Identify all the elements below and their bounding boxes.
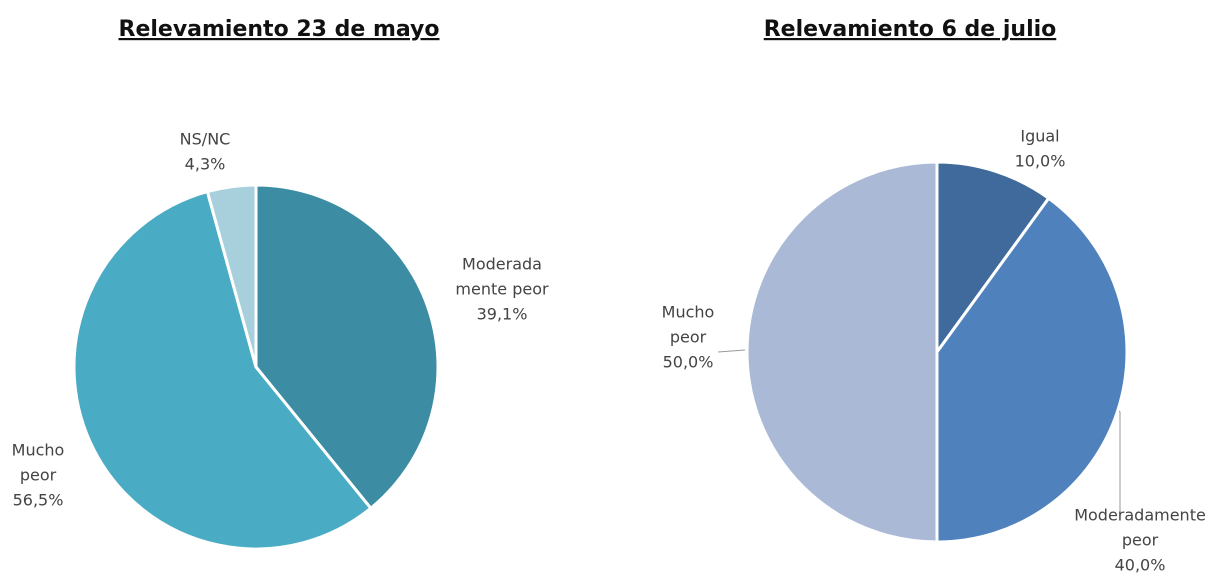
pie-slice (72, 189, 373, 551)
value-label: 40,0% (1115, 556, 1166, 575)
value-label: 4,3% (185, 155, 226, 174)
pie-slice (745, 160, 939, 544)
slice-label: Moderadamente (1074, 506, 1206, 525)
value-label: 10,0% (1015, 152, 1066, 171)
slice-label: peor (20, 466, 57, 485)
slice-label: Igual (1020, 127, 1059, 146)
leader-line (717, 349, 746, 353)
chart-title: Relevamiento 6 de julio (764, 17, 1057, 42)
value-label: 50,0% (663, 353, 714, 372)
pie-slice (935, 160, 1051, 357)
value-label: 56,5% (13, 491, 64, 510)
slice-label: peor (1122, 531, 1159, 550)
value-label: 39,1% (477, 305, 528, 324)
pie-slice (935, 196, 1129, 544)
slice-label: Mucho (662, 303, 715, 322)
slice-label: Mucho (12, 441, 65, 460)
leader-line (1117, 409, 1121, 520)
pie-slice (254, 183, 440, 511)
slice-label: mente peor (455, 280, 549, 299)
slice-label: Moderada (462, 255, 542, 274)
pie-slice (205, 183, 258, 368)
chart-title: Relevamiento 23 de mayo (119, 17, 440, 42)
slice-label: peor (670, 328, 707, 347)
slice-label: NS/NC (180, 130, 231, 149)
